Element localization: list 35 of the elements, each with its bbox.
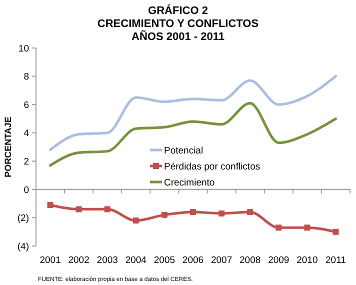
x-tick-label: 2010 (296, 255, 318, 266)
y-tick-label: 0 (24, 184, 29, 196)
point (247, 209, 254, 216)
x-tick-label: 2011 (326, 255, 346, 266)
point (161, 212, 168, 218)
y-tick-label: 4 (24, 128, 29, 140)
point (47, 202, 54, 208)
x-tick-label: 2007 (210, 255, 232, 266)
legend-label: Pérdidas por conflictos (164, 161, 260, 172)
x-tick-label: 2003 (96, 255, 118, 266)
point (132, 218, 139, 224)
point (218, 210, 225, 216)
point (332, 228, 339, 235)
y-tick-label: (4) (17, 241, 29, 252)
x-tick-label: 2005 (154, 255, 176, 266)
y-tick-label: 10 (18, 43, 29, 54)
legend-label: Crecimiento (164, 177, 215, 188)
x-tick-label: 2004 (125, 255, 146, 266)
y-tick-label: 8 (24, 72, 29, 83)
x-tick-label: 2009 (268, 255, 290, 266)
x-tick-label: 2001 (40, 255, 61, 266)
chart-title: GRÁFICO 2 CRECIMIENTO Y CONFLICTOS AÑOS 2001 - 2011 (97, 4, 259, 43)
y-axis-title: PORCENTAJE (3, 116, 13, 178)
legend-label: Potencial (164, 145, 204, 156)
x-tick-label: 2002 (68, 255, 90, 266)
y-tick-label: (2) (17, 213, 29, 224)
x-tick-label: 2008 (240, 255, 261, 266)
point (104, 206, 110, 212)
x-tick-label: 2006 (182, 255, 204, 266)
point (276, 224, 282, 231)
y-tick-label: 6 (24, 100, 29, 111)
point (304, 224, 310, 231)
point (190, 209, 196, 216)
y-tick-label: 2 (24, 156, 29, 168)
point (76, 206, 82, 212)
